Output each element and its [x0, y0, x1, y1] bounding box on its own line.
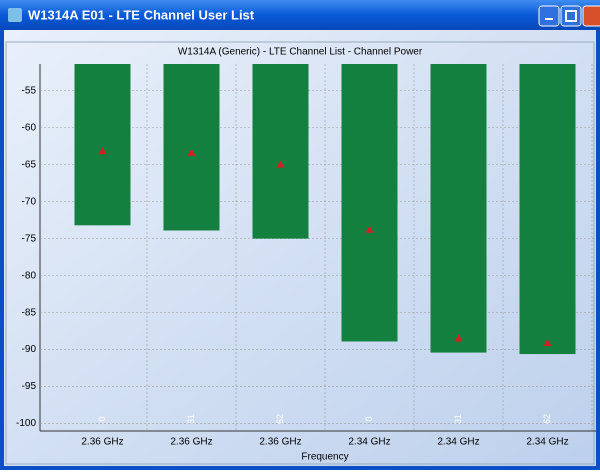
- bar-label: 62: [275, 414, 285, 424]
- title-bar: [0, 0, 600, 30]
- x-axis-label: Frequency: [301, 452, 348, 463]
- bar-label: 31: [453, 414, 463, 424]
- window-title: W1314A E01 - LTE Channel User List: [28, 7, 255, 22]
- triangle-marker: [454, 334, 463, 342]
- x-tick-label: 2.34 GHz: [348, 437, 390, 448]
- x-tick-label: 2.34 GHz: [526, 437, 568, 448]
- bar-label: 31: [186, 414, 196, 424]
- y-tick-label: -70: [22, 196, 37, 207]
- triangle-marker: [276, 160, 285, 168]
- bar: [74, 64, 131, 226]
- triangle-marker: [543, 338, 552, 346]
- maximize-button[interactable]: [560, 5, 582, 27]
- y-tick-label: -85: [22, 307, 37, 318]
- y-tick-label: -75: [22, 233, 37, 244]
- bar: [252, 64, 309, 239]
- x-tick-label: 2.36 GHz: [259, 437, 301, 448]
- bar: [163, 64, 220, 231]
- triangle-marker: [365, 225, 374, 233]
- y-tick-label: -95: [22, 381, 37, 392]
- maximize-icon: [565, 10, 577, 22]
- x-tick-label: 2.36 GHz: [81, 437, 123, 448]
- y-tick-label: -90: [22, 344, 37, 355]
- x-tick-label: 2.36 GHz: [170, 437, 212, 448]
- y-tick-label: -100: [16, 418, 36, 429]
- minimize-icon: [545, 18, 553, 20]
- y-tick-label: -65: [22, 159, 37, 170]
- x-tick-label: 2.34 GHz: [437, 437, 479, 448]
- bar-label: 0: [364, 416, 374, 421]
- chart-title: W1314A (Generic) - LTE Channel List - Ch…: [178, 47, 423, 58]
- app-icon: [8, 8, 22, 22]
- minimize-button[interactable]: [538, 5, 560, 27]
- chart-border: [5, 41, 595, 465]
- y-tick-label: -60: [22, 122, 37, 133]
- bar: [341, 64, 398, 342]
- triangle-marker: [98, 147, 107, 155]
- y-tick-label: -55: [22, 85, 37, 96]
- bar: [430, 64, 487, 353]
- close-button[interactable]: [582, 5, 600, 27]
- y-tick-label: -80: [22, 270, 37, 281]
- bar-label: 62: [542, 414, 552, 424]
- bar: [519, 64, 576, 355]
- triangle-marker: [187, 148, 196, 156]
- bar-label: 0: [97, 416, 107, 421]
